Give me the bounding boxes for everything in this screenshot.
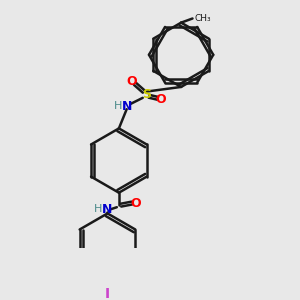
Text: N: N — [102, 203, 113, 216]
Text: N: N — [122, 100, 132, 112]
Text: CH₃: CH₃ — [195, 14, 211, 23]
Text: O: O — [127, 75, 137, 88]
Text: H: H — [93, 204, 102, 214]
Text: O: O — [130, 196, 141, 210]
Text: H: H — [114, 101, 122, 111]
Text: O: O — [156, 93, 166, 106]
Text: S: S — [142, 88, 151, 101]
Text: I: I — [105, 287, 110, 300]
